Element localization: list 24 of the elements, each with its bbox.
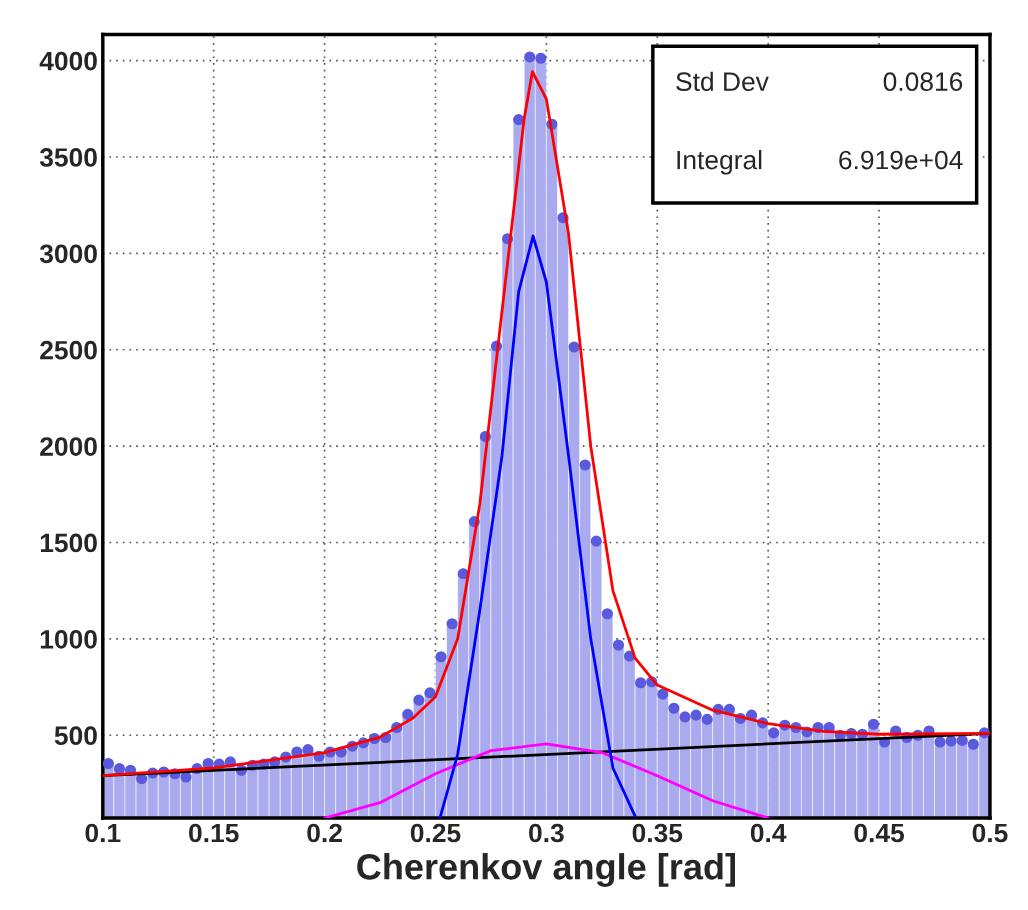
x-tick-label: 0.1 [85,823,121,843]
y-tick-label: 4000 [39,51,97,71]
y-tick-label: 2500 [40,340,97,360]
x-tick-label: 0.35 [632,823,683,843]
x-tick-label: 0.5 [972,823,1008,843]
y-tick-label: 2000 [40,437,97,456]
y-tick-label: 500 [54,726,97,746]
line-series [438,234,637,819]
x-tick-label: 0.2 [307,823,342,843]
annotation: 6.919e+04 [839,150,963,170]
annotation: 0.0816 [883,72,963,92]
x-tick-label: 0.15 [189,823,239,843]
annotation: Std Dev [676,71,769,92]
annotation: Integral [677,149,762,175]
x-tick-label: 0.45 [854,823,905,843]
x-axis-title: Cherenkov angle [rad] [357,853,735,887]
x-tick-label: 0.3 [529,823,564,843]
x-tick-label: 0.4 [750,823,787,843]
y-tick-label: 1000 [40,629,97,649]
y-tick-label: 3000 [39,244,97,264]
y-tick-label: 1500 [40,533,97,553]
line-series [323,742,770,819]
x-tick-label: 0.25 [410,823,461,843]
y-tick-label: 3500 [39,148,97,167]
